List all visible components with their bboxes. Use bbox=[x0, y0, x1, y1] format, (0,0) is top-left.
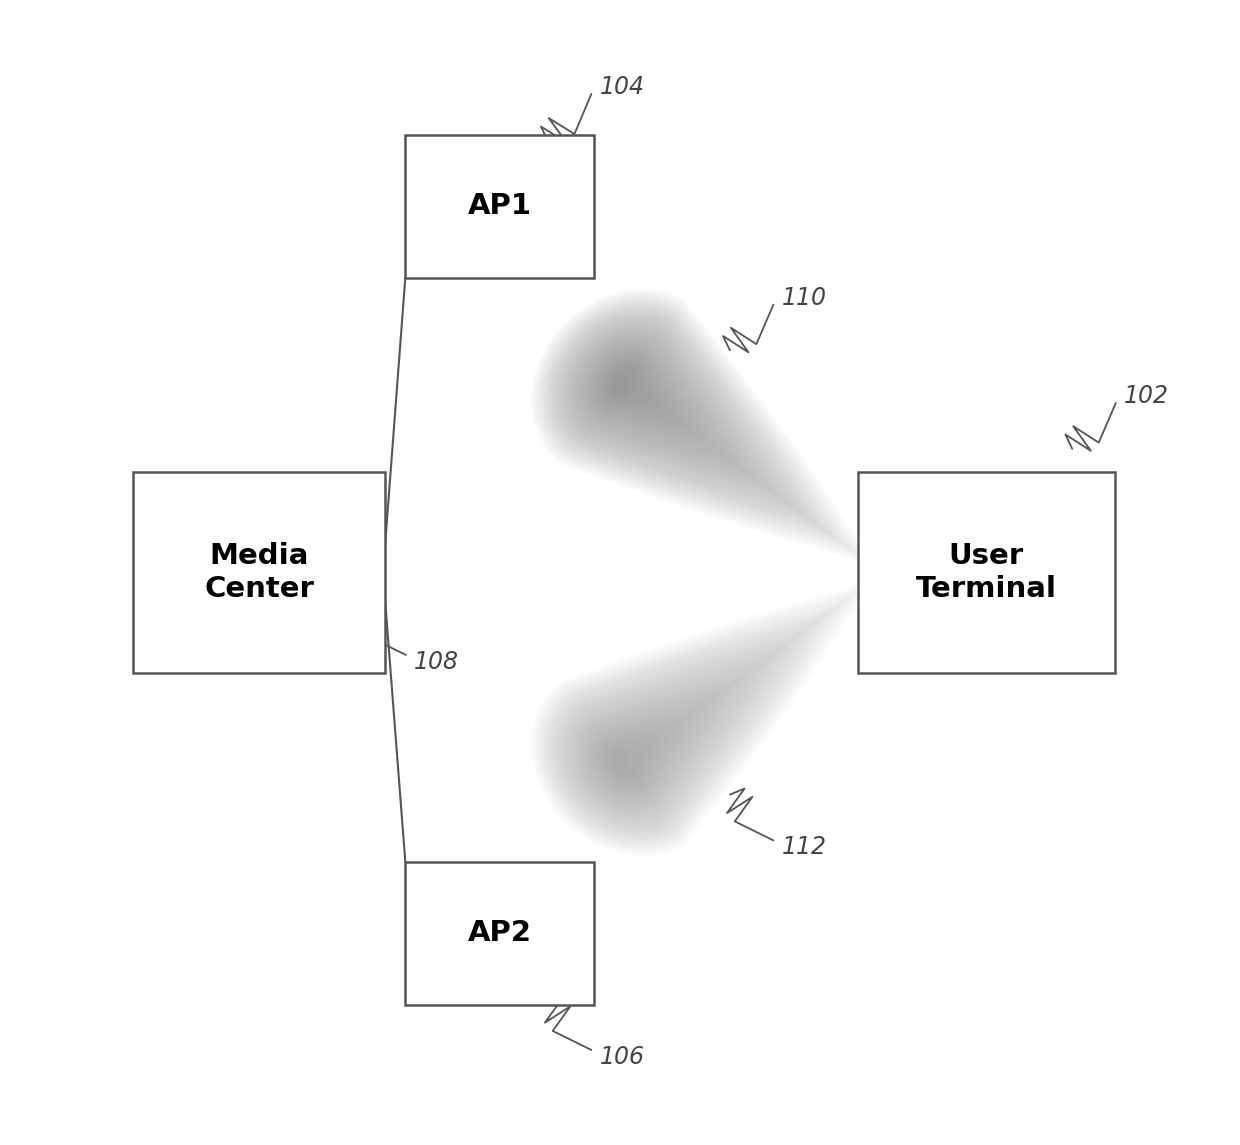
Polygon shape bbox=[611, 748, 627, 775]
Polygon shape bbox=[556, 631, 804, 831]
Polygon shape bbox=[556, 314, 804, 514]
FancyBboxPatch shape bbox=[405, 862, 594, 1005]
Polygon shape bbox=[562, 319, 786, 500]
Polygon shape bbox=[609, 747, 637, 779]
Polygon shape bbox=[564, 322, 776, 495]
Polygon shape bbox=[567, 325, 768, 488]
Polygon shape bbox=[531, 572, 883, 856]
Polygon shape bbox=[553, 311, 812, 520]
Polygon shape bbox=[533, 292, 874, 566]
Polygon shape bbox=[611, 370, 627, 397]
Polygon shape bbox=[553, 625, 812, 834]
Polygon shape bbox=[537, 294, 866, 560]
Polygon shape bbox=[575, 677, 742, 812]
Polygon shape bbox=[591, 716, 688, 795]
Polygon shape bbox=[567, 657, 768, 820]
Polygon shape bbox=[570, 327, 759, 481]
Polygon shape bbox=[570, 664, 759, 818]
Text: 104: 104 bbox=[599, 76, 645, 98]
Polygon shape bbox=[578, 684, 733, 810]
FancyBboxPatch shape bbox=[858, 473, 1115, 673]
Polygon shape bbox=[606, 364, 644, 401]
Polygon shape bbox=[598, 729, 670, 790]
Polygon shape bbox=[559, 638, 795, 829]
Polygon shape bbox=[587, 345, 706, 442]
Polygon shape bbox=[600, 358, 661, 410]
Polygon shape bbox=[548, 611, 830, 839]
Polygon shape bbox=[531, 289, 883, 572]
Polygon shape bbox=[580, 689, 723, 806]
Polygon shape bbox=[564, 650, 776, 823]
Polygon shape bbox=[603, 361, 652, 404]
Polygon shape bbox=[584, 341, 714, 449]
Text: AP1: AP1 bbox=[467, 192, 532, 220]
Polygon shape bbox=[573, 670, 750, 814]
Polygon shape bbox=[551, 618, 821, 837]
Polygon shape bbox=[584, 696, 714, 804]
Text: 108: 108 bbox=[414, 650, 459, 673]
Polygon shape bbox=[533, 579, 874, 853]
Polygon shape bbox=[587, 703, 706, 800]
Polygon shape bbox=[573, 331, 750, 475]
FancyBboxPatch shape bbox=[405, 135, 594, 278]
Polygon shape bbox=[559, 316, 795, 507]
Polygon shape bbox=[606, 744, 644, 781]
Text: 112: 112 bbox=[781, 836, 826, 859]
FancyBboxPatch shape bbox=[134, 473, 386, 673]
Polygon shape bbox=[603, 741, 652, 784]
Polygon shape bbox=[589, 709, 697, 798]
Polygon shape bbox=[548, 306, 830, 534]
Text: 102: 102 bbox=[1123, 385, 1169, 408]
Polygon shape bbox=[589, 347, 697, 436]
Polygon shape bbox=[595, 722, 680, 792]
Text: Media
Center: Media Center bbox=[205, 543, 314, 602]
Polygon shape bbox=[544, 302, 839, 540]
Text: 110: 110 bbox=[781, 286, 826, 309]
Polygon shape bbox=[578, 335, 733, 461]
Text: AP2: AP2 bbox=[467, 919, 532, 947]
Polygon shape bbox=[595, 353, 680, 423]
Polygon shape bbox=[562, 645, 786, 826]
Text: User
Terminal: User Terminal bbox=[916, 543, 1056, 602]
Polygon shape bbox=[591, 350, 688, 429]
Text: 106: 106 bbox=[599, 1045, 645, 1068]
Polygon shape bbox=[600, 735, 661, 787]
Polygon shape bbox=[542, 599, 848, 845]
Polygon shape bbox=[537, 585, 866, 851]
Polygon shape bbox=[575, 333, 742, 468]
Polygon shape bbox=[598, 355, 670, 416]
Polygon shape bbox=[580, 339, 723, 456]
Polygon shape bbox=[544, 605, 839, 843]
Polygon shape bbox=[609, 366, 637, 398]
Polygon shape bbox=[542, 300, 848, 546]
Polygon shape bbox=[551, 308, 821, 527]
Polygon shape bbox=[539, 297, 857, 553]
Polygon shape bbox=[539, 592, 857, 848]
